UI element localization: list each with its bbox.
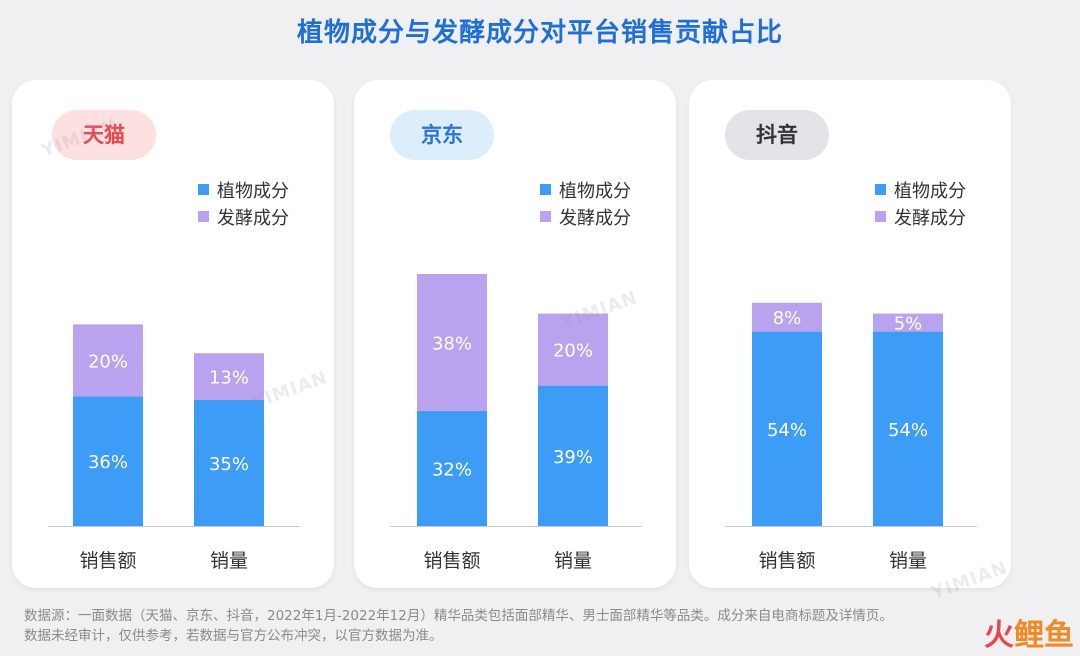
legend-item-plant: 植物成分 [540, 176, 631, 203]
data-label: 54% [888, 420, 928, 441]
panel-jd: 京东 植物成分 发酵成分 32% 38% 销售额 39% 20% 销量 [354, 80, 676, 588]
data-label: 36% [88, 452, 128, 473]
legend-item-plant: 植物成分 [198, 176, 289, 203]
legend-label-ferment: 发酵成分 [559, 207, 631, 229]
legend-label-plant: 植物成分 [559, 180, 631, 202]
stacked-bar-chart-jd: 32% 38% 销售额 39% 20% 销量 [390, 274, 642, 572]
bar-segment-plant [873, 331, 943, 526]
corner-logo-part: 火 [984, 618, 1014, 653]
data-label: 13% [209, 368, 249, 389]
platform-badge-jd: 京东 [390, 110, 494, 160]
x-tick-label: 销量 [210, 550, 248, 572]
platform-badge-tmall: 天猫 [52, 110, 156, 160]
stacked-bar-chart-tmall: 36% 20% 销售额 35% 13% 销量 [48, 324, 300, 572]
data-label: 20% [88, 351, 128, 372]
legend-swatch-ferment [540, 211, 551, 222]
data-label: 8% [773, 308, 802, 329]
data-label: 38% [432, 333, 472, 354]
data-label: 35% [209, 454, 249, 475]
legend-item-ferment: 发酵成分 [540, 203, 631, 230]
bar-segment-ferment [417, 274, 487, 411]
legend-item-ferment: 发酵成分 [875, 203, 966, 230]
bar-segment-plant [752, 331, 822, 526]
data-label: 39% [553, 447, 593, 468]
panel-tmall: 天猫 植物成分 发酵成分 36% 20% 销售额 35% 13% 销量 [12, 80, 334, 588]
corner-logo-part: 鱼 [1044, 618, 1074, 653]
bar-segment-plant [194, 400, 264, 526]
x-tick-label: 销售额 [758, 550, 815, 572]
data-label: 20% [553, 341, 593, 362]
bar-segment-ferment [873, 313, 943, 332]
legend-item-plant: 植物成分 [875, 176, 966, 203]
stacked-bar-chart-douyin: 54% 8% 销售额 54% 5% 销量 [725, 302, 977, 572]
x-tick-label: 销量 [889, 550, 927, 572]
bar-segment-plant [417, 410, 487, 526]
data-label: 54% [767, 420, 807, 441]
legend-label-ferment: 发酵成分 [217, 207, 289, 229]
bar-segment-ferment [538, 313, 608, 386]
platform-label: 天猫 [83, 123, 125, 147]
platform-label: 京东 [421, 123, 463, 147]
bar-segment-plant [538, 385, 608, 526]
legend-label-plant: 植物成分 [217, 180, 289, 202]
data-label: 5% [894, 314, 923, 335]
legend-swatch-plant [198, 184, 209, 195]
legend: 植物成分 发酵成分 [540, 176, 631, 230]
x-tick-label: 销售额 [79, 550, 136, 572]
data-source-note: 数据源：一面数据（天猫、京东、抖音，2022年1月-2022年12月）精华品类包… [24, 606, 893, 646]
x-tick-label: 销量 [554, 550, 592, 572]
legend-swatch-ferment [875, 211, 886, 222]
legend-label-ferment: 发酵成分 [894, 207, 966, 229]
footer-line-1: 数据源：一面数据（天猫、京东、抖音，2022年1月-2022年12月）精华品类包… [24, 608, 893, 624]
legend-label-plant: 植物成分 [894, 180, 966, 202]
legend: 植物成分 发酵成分 [875, 176, 966, 230]
corner-logo-part: 鲤 [1014, 618, 1044, 653]
footer-line-2: 数据未经审计，仅供参考，若数据与官方公布冲突，以官方数据为准。 [24, 628, 443, 644]
platform-label: 抖音 [756, 123, 798, 147]
bar-segment-ferment [194, 353, 264, 400]
panel-douyin: 抖音 植物成分 发酵成分 54% 8% 销售额 54% 5% 销量 [689, 80, 1011, 588]
x-tick-label: 销售额 [423, 550, 480, 572]
bar-segment-ferment [752, 302, 822, 332]
legend-swatch-plant [875, 184, 886, 195]
bar-segment-ferment [73, 324, 143, 397]
data-label: 32% [432, 459, 472, 480]
platform-badge-douyin: 抖音 [725, 110, 829, 160]
legend: 植物成分 发酵成分 [198, 176, 289, 230]
legend-swatch-ferment [198, 211, 209, 222]
corner-logo: 火鲤鱼 [984, 610, 1074, 654]
legend-swatch-plant [540, 184, 551, 195]
chart-title: 植物成分与发酵成分对平台销售贡献占比 [296, 18, 783, 48]
legend-item-ferment: 发酵成分 [198, 203, 289, 230]
bar-segment-plant [73, 396, 143, 526]
